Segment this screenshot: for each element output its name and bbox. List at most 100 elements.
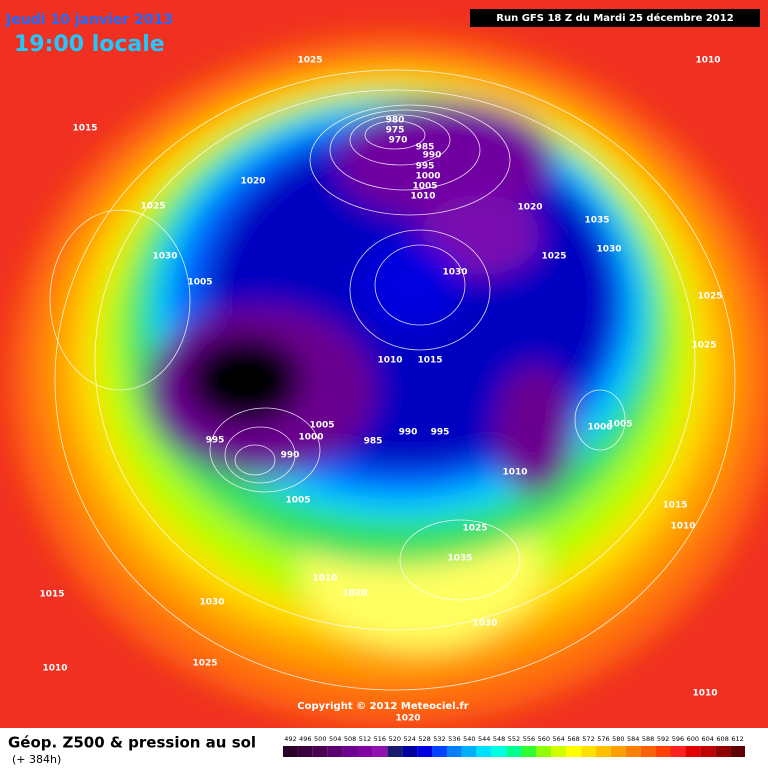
footer-lead: (+ 384h) [12, 753, 61, 766]
isobar-label: 1025 [192, 659, 217, 669]
colorbar-swatch [446, 746, 462, 757]
date: Jeudi 10 janvier 2013 [5, 12, 173, 28]
colorbar-label: 532 [433, 735, 445, 743]
isobar-label: 1015 [417, 356, 442, 366]
colorbar-swatch [432, 746, 447, 757]
isobar-label: 1025 [691, 341, 716, 351]
colorbar-swatch [640, 746, 656, 757]
colorbar-label: 524 [403, 735, 415, 743]
isobar-label: 1010 [42, 664, 67, 674]
isobar-label: 1015 [39, 590, 64, 600]
colorbar-swatch [342, 746, 358, 757]
colorbar-label: 568 [567, 735, 579, 743]
colorbar-swatch [357, 746, 373, 757]
isobar-label: 1005 [285, 496, 310, 506]
isobar-label: 1020 [342, 589, 367, 599]
isobar-label: 1005 [187, 278, 212, 288]
colorbar-swatch [387, 746, 403, 757]
colorbar-label: 604 [702, 735, 714, 743]
colorbar-swatch [312, 746, 328, 757]
colorbar-label: 600 [687, 735, 699, 743]
colorbar-swatch [372, 746, 388, 757]
isobar-label: 1005 [607, 420, 632, 430]
isobar-label: 1030 [199, 598, 224, 608]
isobar-label: 995 [416, 162, 435, 172]
colorbar-label: 612 [731, 735, 743, 743]
isobar-label: 985 [364, 437, 383, 447]
colorbar-swatch [700, 746, 716, 757]
copyright: Copyright © 2012 Meteociel.fr [297, 701, 468, 712]
colorbar-label: 560 [538, 735, 550, 743]
colorbar-swatch [595, 746, 611, 757]
colorbar-label: 516 [374, 735, 386, 743]
colorbar-swatch [685, 746, 701, 757]
isobar-label: 1010 [377, 356, 402, 366]
colorbar-swatch [610, 746, 626, 757]
isobar-labels: 1025 101010159809759709859909951000100510… [39, 56, 722, 724]
colorbar-swatch [730, 746, 745, 757]
isobar-label: 995 [431, 428, 450, 438]
isobar-label: 1000 [298, 433, 323, 443]
colorbar-label: 496 [299, 735, 311, 743]
isobar-label: 1000 [587, 423, 612, 433]
colorbar-label: 608 [716, 735, 728, 743]
isobar-label: 1025 [462, 524, 487, 534]
isobar-label: 1010 [695, 56, 720, 66]
colorbar-swatch [327, 746, 343, 757]
colorbar-label: 512 [359, 735, 371, 743]
colorbar-swatch [283, 746, 298, 757]
isobar-label: 1010 [692, 689, 717, 699]
footer-title: Géop. Z500 & pression au sol [8, 734, 256, 752]
run: Run GFS 18 Z du Mardi 25 décembre 2012 [496, 12, 733, 24]
isobar-label: 1025 [697, 292, 722, 302]
colorbar-swatch [417, 746, 433, 757]
colorbar-label: 500 [314, 735, 326, 743]
isobar-label: 1010 [410, 192, 435, 202]
colorbar-swatch [506, 746, 522, 757]
isobar-label: 990 [281, 451, 300, 461]
isobar-label: 1020 [240, 177, 265, 187]
isobar-label: 1035 [584, 216, 609, 226]
colorbar-swatch [551, 746, 567, 757]
isobar-label: 995 [206, 436, 225, 446]
colorbar-swatch [670, 746, 686, 757]
colorbar-label: 596 [672, 735, 684, 743]
colorbar-swatch [491, 746, 507, 757]
colorbar: 492 496 500 504 508 512 516 520 524 528 532 536 540 5… [283, 735, 745, 757]
map: 1025 101010159809759709859909951000100510… [0, 0, 768, 728]
isobar-label: 1030 [472, 619, 497, 629]
colorbar-swatch [715, 746, 731, 757]
colorbar-swatch [476, 746, 492, 757]
colorbar-label: 536 [448, 735, 460, 743]
colorbar-label: 572 [582, 735, 594, 743]
isobar-label: 1005 [412, 182, 437, 192]
colorbar-label: 548 [493, 735, 505, 743]
isobar-label: 1010 [502, 468, 527, 478]
isobar-label: 1025 [297, 56, 322, 66]
isobar-label: 1030 [442, 268, 467, 278]
colorbar-swatch [581, 746, 596, 757]
isobar-label: 975 [386, 126, 405, 136]
colorbar-label: 580 [612, 735, 624, 743]
colorbar-label: 540 [463, 735, 475, 743]
isobar-label: 1015 [72, 124, 97, 134]
colorbar-label: 492 [284, 735, 296, 743]
isobar-label: 990 [399, 428, 418, 438]
isobar-label: 1025 [541, 252, 566, 262]
isobar-label: 990 [423, 151, 442, 161]
geopotential-field [10, 35, 768, 725]
colorbar-label: 564 [552, 735, 564, 743]
isobar-label: 1010 [670, 522, 695, 532]
isobar-label: 1030 [152, 252, 177, 262]
isobars [49, 69, 736, 691]
colorbar-label: 508 [344, 735, 356, 743]
colorbar-label: 556 [523, 735, 535, 743]
colorbar-label: 592 [657, 735, 669, 743]
isobar-label: 1030 [596, 245, 621, 255]
isobar-label: 1020 [395, 714, 420, 724]
colorbar-label: 588 [642, 735, 654, 743]
colorbar-swatch [297, 746, 313, 757]
colorbar-swatch [521, 746, 537, 757]
colorbar-swatch [566, 746, 582, 757]
